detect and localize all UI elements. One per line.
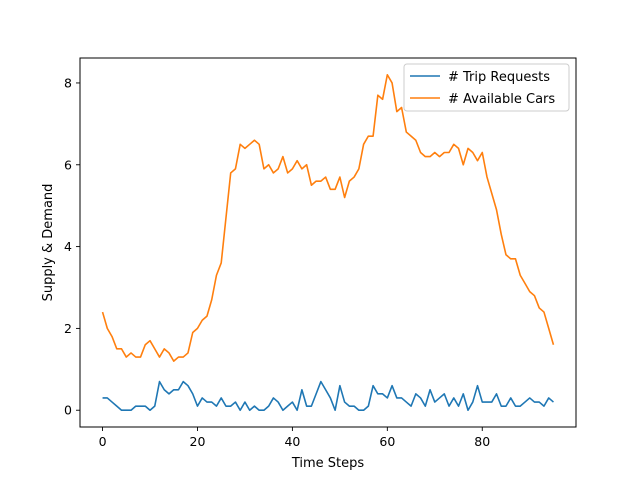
legend-box: [403, 63, 570, 112]
legend-label-available-cars: # Available Cars: [448, 92, 555, 107]
series-line-available-cars: [101, 73, 555, 362]
series-line-trip-requests: [102, 380, 554, 412]
y-tick-label: 8: [64, 75, 72, 90]
y-tick-label: 0: [64, 403, 72, 418]
plot-frame: [79, 57, 577, 428]
x-tick-label: 0: [99, 434, 107, 449]
x-tick-label: 80: [474, 434, 490, 449]
series-layer: [101, 73, 555, 412]
x-tick-label: 20: [190, 434, 206, 449]
x-axis-ticks: 0 20 40 60 80: [99, 427, 490, 449]
y-tick-label: 2: [64, 321, 72, 336]
y-axis-ticks: 0 2 4 6 8: [64, 75, 80, 418]
y-tick-label: 4: [64, 239, 72, 254]
x-tick-label: 40: [284, 434, 300, 449]
y-axis-label: Supply & Demand: [41, 184, 56, 302]
x-tick-label: 60: [379, 434, 395, 449]
x-axis-label: Time Steps: [291, 456, 365, 471]
y-tick-label: 6: [64, 157, 72, 172]
legend: # Trip Requests # Available Cars: [403, 63, 570, 112]
legend-label-trip-requests: # Trip Requests: [448, 70, 550, 85]
